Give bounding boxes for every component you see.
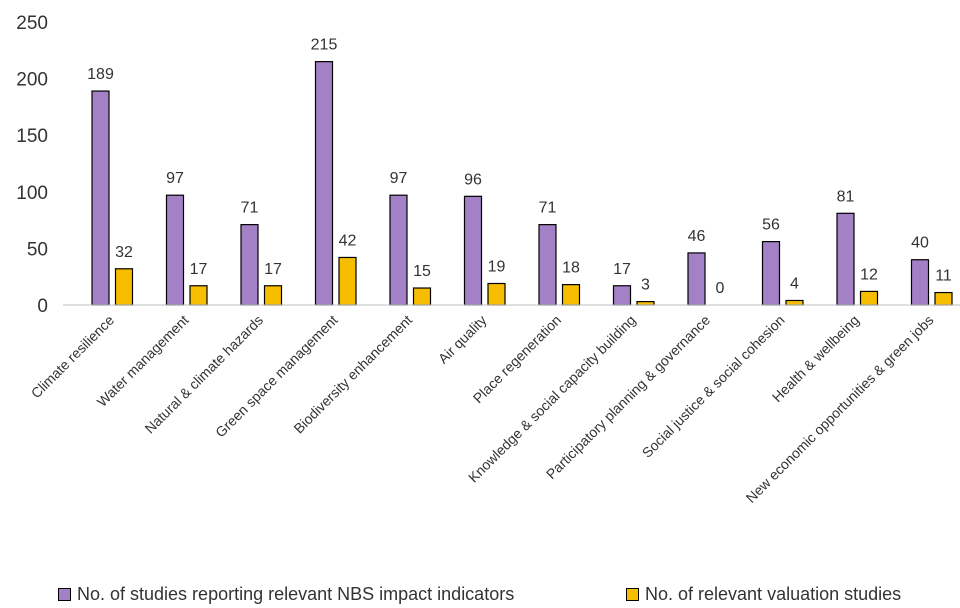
data-label-series-2-11: 12	[860, 266, 878, 283]
x-tick-label: Air quality	[435, 312, 490, 367]
legend-label-series-2: No. of relevant valuation studies	[645, 584, 902, 604]
data-label-series-2-5: 15	[413, 263, 431, 280]
data-label-series-2-10: 4	[790, 275, 799, 292]
x-tick-label: Social justice & social cohesion	[639, 312, 788, 461]
bar-series-2-7	[561, 284, 581, 306]
bar-series-1-5	[389, 194, 408, 306]
legend-item-series-1: No. of studies reporting relevant NBS im…	[58, 584, 514, 605]
data-label-series-1-6: 96	[464, 171, 482, 188]
y-axis: 0 50 100 150 200 250	[16, 13, 48, 317]
data-label-series-1-2: 97	[166, 170, 184, 187]
bar-series-1-12	[910, 259, 930, 306]
bar-series-2-2	[189, 285, 208, 306]
data-label-series-1-3: 71	[241, 200, 259, 217]
data-label-series-1-11: 81	[837, 188, 855, 205]
bar-series-1-8	[612, 285, 632, 306]
bars	[91, 61, 953, 306]
bar-series-1-9	[687, 252, 706, 306]
data-label-series-1-9: 46	[688, 228, 706, 245]
bar-series-2-10	[785, 299, 804, 306]
bar-series-2-12	[934, 291, 953, 306]
data-labels: 189 32 97 17 71 17 215 42 97 15 96 19 71 18 17 3 46 0 56 4 8…	[87, 37, 952, 297]
bar-series-2-1	[114, 268, 134, 306]
data-label-series-2-6: 19	[488, 258, 506, 275]
data-label-series-2-4: 42	[339, 232, 357, 249]
y-tick-label: 250	[16, 13, 48, 34]
data-label-series-1-4: 215	[311, 37, 338, 54]
bar-series-1-10	[761, 241, 781, 306]
data-label-series-2-8: 3	[641, 277, 650, 294]
data-label-series-1-1: 189	[87, 66, 114, 83]
y-tick-label: 200	[16, 70, 48, 91]
y-tick-label: 150	[16, 126, 48, 147]
bar-series-2-3	[263, 285, 283, 306]
bar-series-1-7	[538, 224, 557, 306]
bar-series-1-11	[836, 212, 855, 306]
bar-series-2-8	[636, 301, 655, 306]
x-tick-label: Natural & climate hazards	[141, 312, 266, 437]
data-label-series-1-8: 17	[613, 261, 631, 278]
data-label-series-2-7: 18	[562, 260, 580, 277]
data-label-series-1-10: 56	[762, 217, 780, 234]
legend-swatch-series-2	[626, 588, 639, 601]
legend-label-series-1: No. of studies reporting relevant NBS im…	[77, 584, 515, 604]
x-tick-label: Green space management	[212, 312, 341, 441]
bar-series-2-6	[487, 282, 506, 306]
data-label-series-1-7: 71	[539, 200, 557, 217]
bar-series-2-5	[412, 287, 432, 306]
bar-series-1-1	[91, 90, 110, 306]
y-tick-label: 50	[27, 239, 48, 260]
x-tick-label: Knowledge & social capacity building	[465, 312, 639, 486]
data-label-series-2-9: 0	[716, 280, 725, 297]
y-tick-label: 100	[16, 183, 48, 204]
bar-series-2-4	[338, 256, 357, 306]
legend: No. of studies reporting relevant NBS im…	[0, 584, 960, 608]
x-tick-label: Biodiversity enhancement	[290, 312, 415, 437]
legend-item-series-2: No. of relevant valuation studies	[626, 584, 901, 605]
x-tick-label: Participatory planning & governance	[543, 312, 714, 483]
bar-series-1-2	[165, 194, 185, 306]
bar-series-1-3	[240, 224, 259, 306]
data-label-series-2-1: 32	[115, 244, 133, 261]
data-label-series-2-3: 17	[264, 261, 282, 278]
bar-series-1-6	[463, 195, 483, 306]
data-label-series-1-5: 97	[390, 170, 408, 187]
bar-series-1-4	[314, 61, 334, 306]
data-label-series-2-2: 17	[190, 261, 208, 278]
bar-series-2-11	[859, 290, 879, 306]
y-tick-label: 0	[37, 296, 48, 317]
data-label-series-2-12: 11	[935, 268, 952, 285]
data-label-series-1-12: 40	[911, 235, 929, 252]
legend-swatch-series-1	[58, 588, 71, 601]
